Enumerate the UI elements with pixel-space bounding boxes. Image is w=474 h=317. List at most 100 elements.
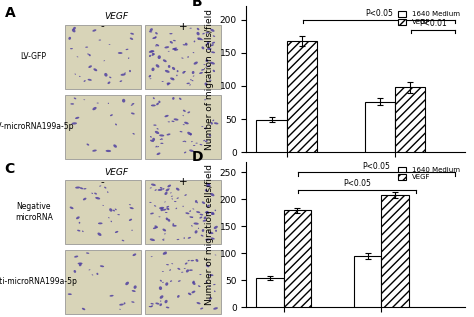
Ellipse shape xyxy=(151,303,154,305)
Ellipse shape xyxy=(68,37,71,40)
Text: D: D xyxy=(192,150,203,164)
Ellipse shape xyxy=(195,143,198,144)
Ellipse shape xyxy=(89,269,91,270)
Text: Negative microRNA: Negative microRNA xyxy=(15,202,53,222)
Ellipse shape xyxy=(206,185,208,187)
Ellipse shape xyxy=(70,103,74,105)
Ellipse shape xyxy=(83,80,86,82)
Ellipse shape xyxy=(87,144,89,146)
Ellipse shape xyxy=(209,274,213,276)
Ellipse shape xyxy=(87,53,89,55)
Ellipse shape xyxy=(150,78,152,79)
Text: P<0.05: P<0.05 xyxy=(343,179,371,188)
Ellipse shape xyxy=(162,239,164,240)
Ellipse shape xyxy=(118,214,120,215)
Ellipse shape xyxy=(189,210,191,212)
Ellipse shape xyxy=(203,64,206,65)
Ellipse shape xyxy=(108,81,110,84)
Ellipse shape xyxy=(177,268,180,270)
Ellipse shape xyxy=(125,282,129,285)
Ellipse shape xyxy=(215,230,217,232)
Ellipse shape xyxy=(195,200,197,203)
Bar xyxy=(256,278,284,307)
Ellipse shape xyxy=(205,189,208,192)
Ellipse shape xyxy=(159,303,162,306)
Text: P<0.01: P<0.01 xyxy=(419,19,447,28)
Ellipse shape xyxy=(124,302,126,304)
Ellipse shape xyxy=(215,210,216,211)
Ellipse shape xyxy=(159,134,164,137)
Ellipse shape xyxy=(82,308,85,310)
Ellipse shape xyxy=(180,131,182,133)
Ellipse shape xyxy=(210,122,213,125)
Ellipse shape xyxy=(151,256,153,257)
Ellipse shape xyxy=(79,222,80,224)
Text: +: + xyxy=(179,177,187,187)
Ellipse shape xyxy=(204,99,206,100)
Ellipse shape xyxy=(170,77,174,81)
Ellipse shape xyxy=(181,272,183,273)
Ellipse shape xyxy=(152,138,155,141)
Ellipse shape xyxy=(212,42,215,44)
Ellipse shape xyxy=(191,260,194,261)
Ellipse shape xyxy=(83,188,86,190)
Text: +: + xyxy=(179,22,187,32)
Ellipse shape xyxy=(209,48,211,50)
Ellipse shape xyxy=(92,107,97,110)
Ellipse shape xyxy=(110,221,112,222)
Ellipse shape xyxy=(173,223,174,225)
Ellipse shape xyxy=(197,28,200,30)
Ellipse shape xyxy=(190,28,192,29)
Ellipse shape xyxy=(190,134,191,135)
Ellipse shape xyxy=(74,74,76,75)
Ellipse shape xyxy=(198,228,199,229)
Ellipse shape xyxy=(208,232,213,234)
Ellipse shape xyxy=(158,100,161,103)
Ellipse shape xyxy=(200,307,203,309)
Ellipse shape xyxy=(95,197,100,199)
Ellipse shape xyxy=(132,290,136,292)
Ellipse shape xyxy=(192,71,194,74)
Ellipse shape xyxy=(120,74,126,76)
Ellipse shape xyxy=(85,47,88,48)
Ellipse shape xyxy=(175,208,177,209)
Ellipse shape xyxy=(166,207,169,210)
Ellipse shape xyxy=(163,251,167,255)
Ellipse shape xyxy=(149,50,154,53)
Ellipse shape xyxy=(74,256,78,258)
Ellipse shape xyxy=(198,38,200,40)
Ellipse shape xyxy=(100,265,104,267)
Ellipse shape xyxy=(213,70,215,72)
Ellipse shape xyxy=(113,144,117,148)
Ellipse shape xyxy=(157,146,159,147)
Ellipse shape xyxy=(210,193,214,196)
Ellipse shape xyxy=(97,103,99,104)
Ellipse shape xyxy=(149,202,152,203)
Ellipse shape xyxy=(152,53,155,55)
Ellipse shape xyxy=(188,260,190,261)
Ellipse shape xyxy=(173,40,176,41)
Ellipse shape xyxy=(188,293,191,295)
Ellipse shape xyxy=(130,33,134,35)
Ellipse shape xyxy=(152,37,156,39)
Legend: 1640 Medium, VEGF: 1640 Medium, VEGF xyxy=(396,165,461,182)
Bar xyxy=(354,256,382,307)
Ellipse shape xyxy=(176,74,178,76)
Ellipse shape xyxy=(115,209,117,210)
Ellipse shape xyxy=(149,31,152,33)
Ellipse shape xyxy=(156,44,159,46)
Ellipse shape xyxy=(170,281,172,282)
Ellipse shape xyxy=(79,76,81,77)
Ellipse shape xyxy=(119,309,121,310)
Text: P<0.05: P<0.05 xyxy=(363,162,391,171)
Ellipse shape xyxy=(70,48,73,49)
Ellipse shape xyxy=(174,49,178,51)
Ellipse shape xyxy=(200,144,202,146)
Ellipse shape xyxy=(193,223,199,225)
Ellipse shape xyxy=(73,27,76,30)
Ellipse shape xyxy=(202,201,205,204)
Ellipse shape xyxy=(88,65,92,68)
Ellipse shape xyxy=(68,293,72,295)
Text: Anti-microRNA199a-5p: Anti-microRNA199a-5p xyxy=(0,277,78,286)
Ellipse shape xyxy=(150,50,155,52)
